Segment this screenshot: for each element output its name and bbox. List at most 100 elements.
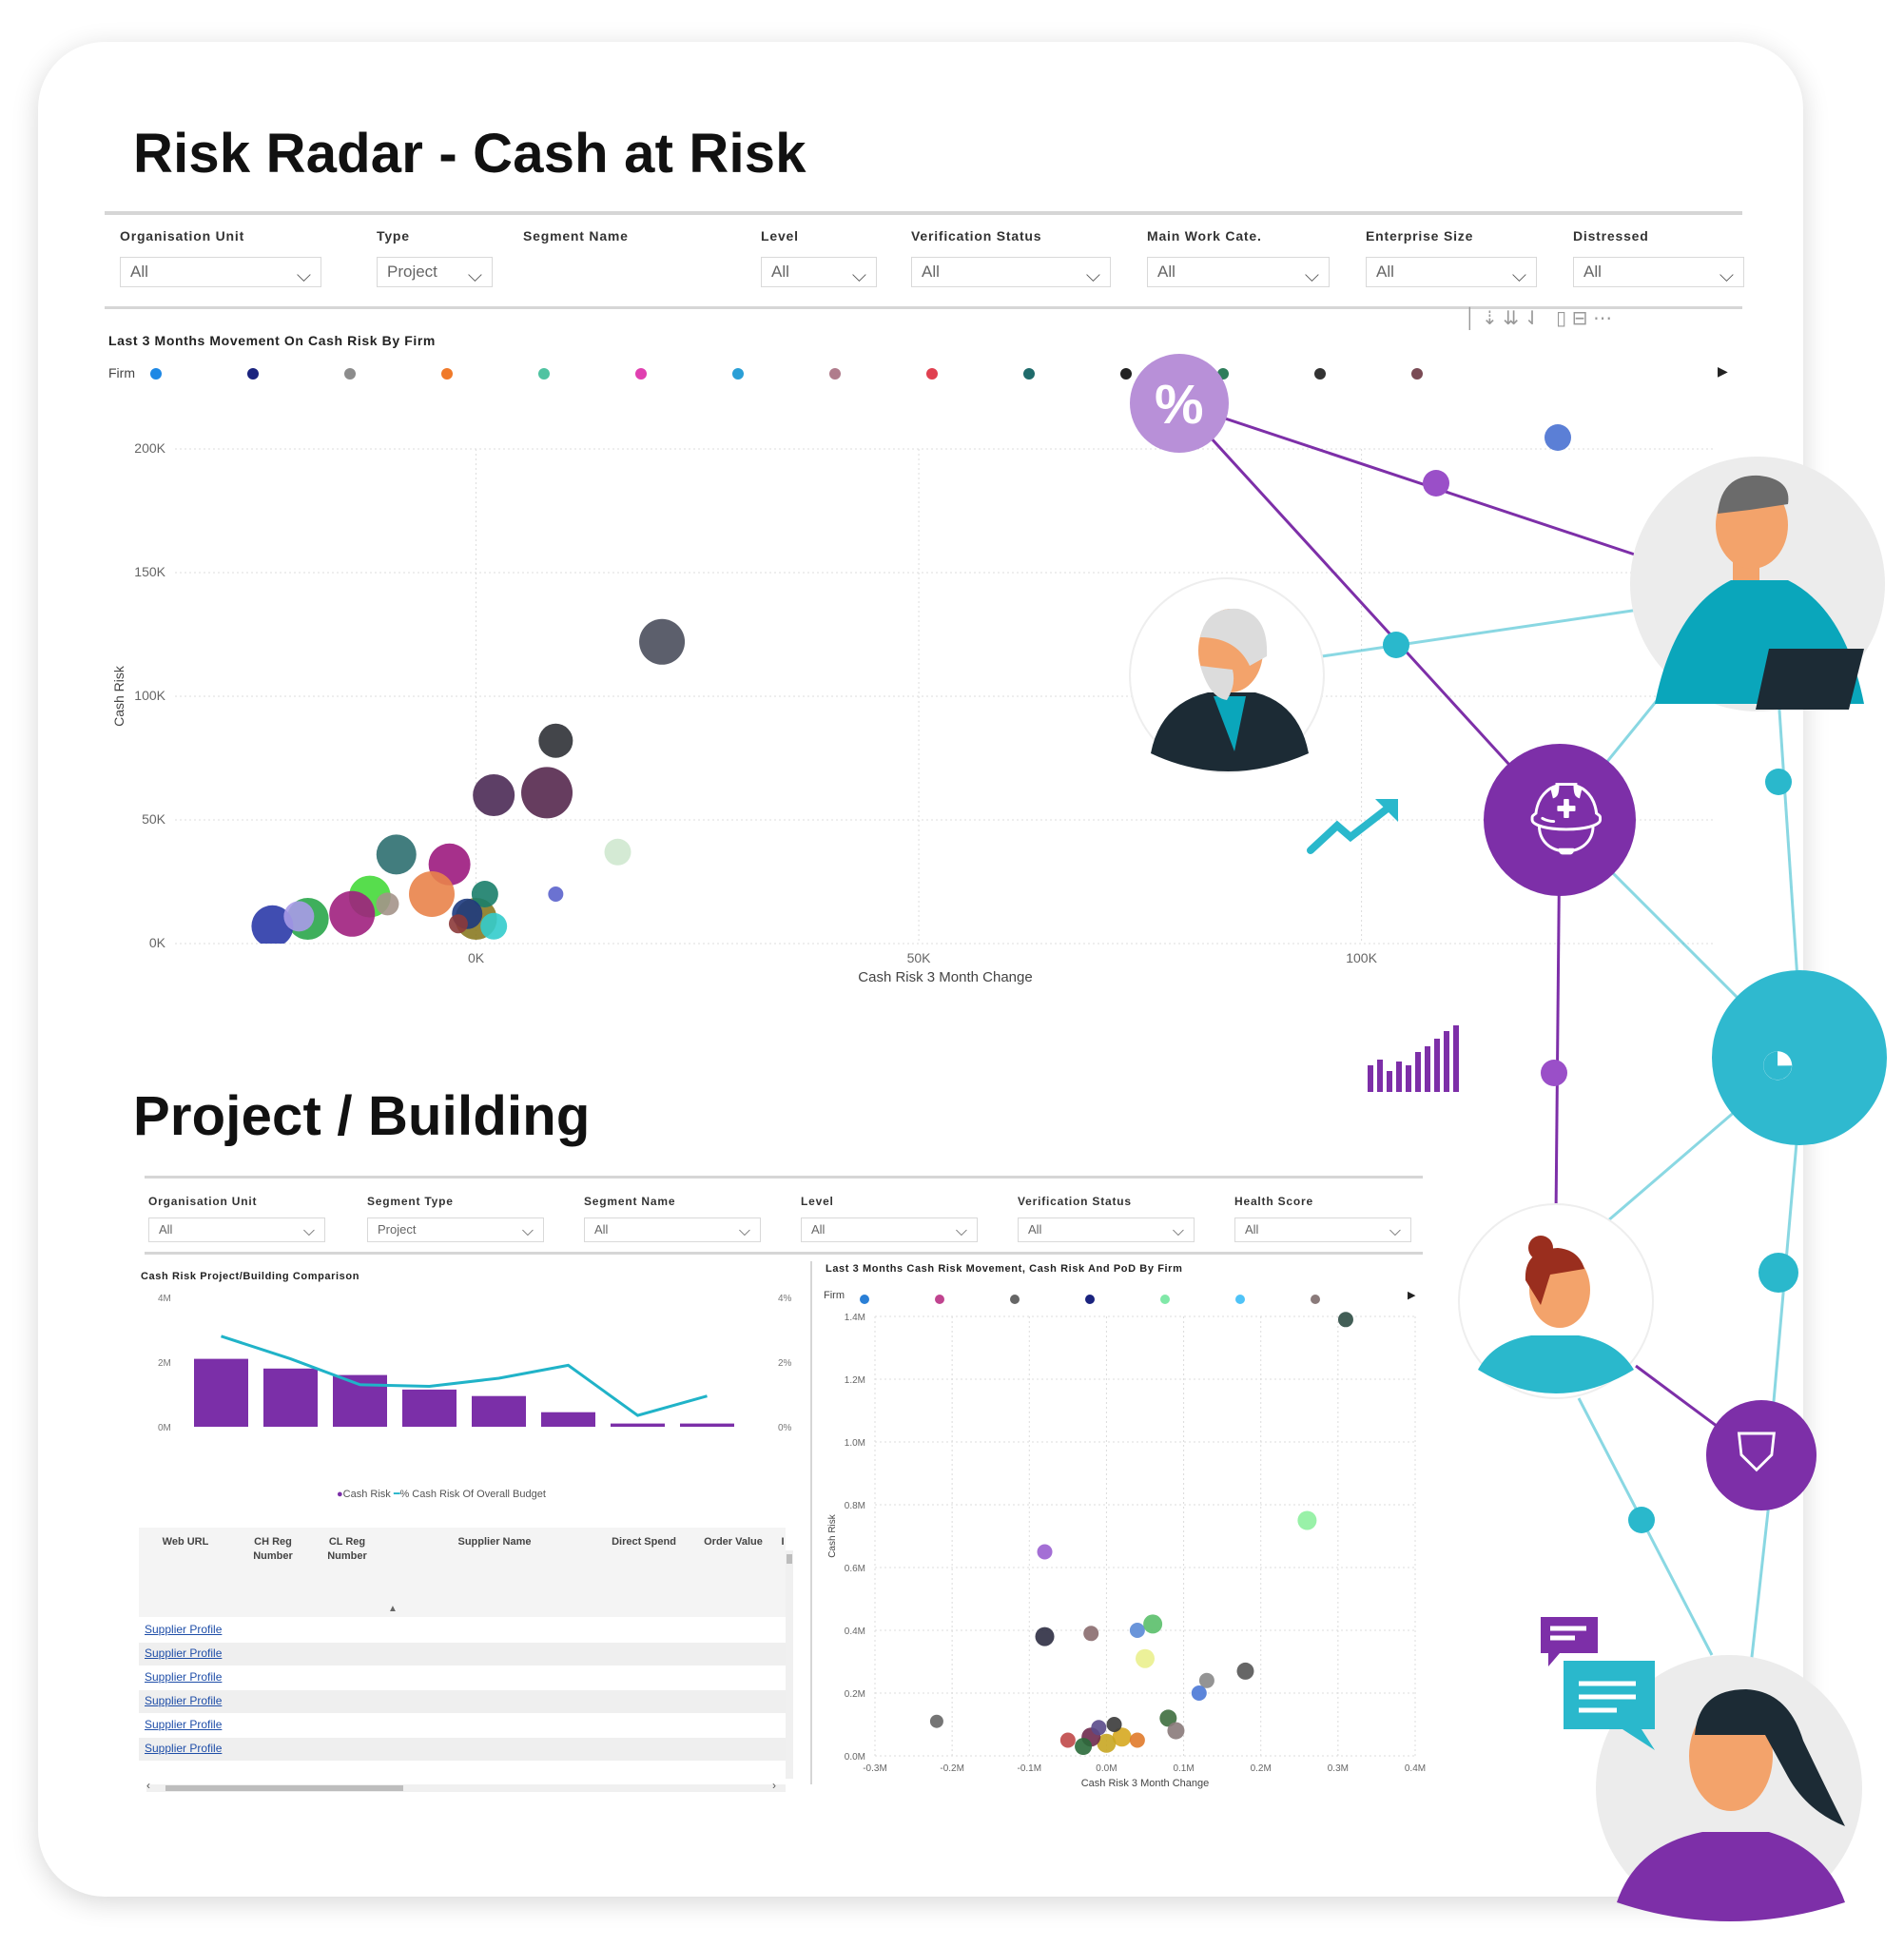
visual-toolbar[interactable]: │ ⇣ ⇊ ⇃ ▯ ⊟ ⋯ xyxy=(1465,308,1612,329)
legend-firm-dot[interactable] xyxy=(829,368,841,380)
scatter-point[interactable] xyxy=(480,912,508,940)
scatter-point[interactable] xyxy=(1337,1312,1353,1328)
legend-next-arrow[interactable]: ▶ xyxy=(1718,363,1728,379)
col-supplier-name[interactable]: Supplier Name xyxy=(457,1536,532,1548)
scatter-point[interactable] xyxy=(1129,1623,1145,1638)
legend-firm-dot[interactable] xyxy=(1085,1295,1095,1304)
scatter-point[interactable] xyxy=(329,890,376,937)
legend-firm-dot[interactable] xyxy=(935,1295,944,1304)
legend-firm-dot[interactable] xyxy=(1311,1295,1320,1304)
col-ch-reg[interactable]: CH Reg Number xyxy=(253,1536,293,1562)
scatter-point[interactable] xyxy=(1035,1627,1055,1646)
filter-dropdown[interactable]: All ⌵ xyxy=(148,1218,325,1242)
scatter-point[interactable] xyxy=(1129,1732,1145,1748)
col-order-value[interactable]: Order Value xyxy=(704,1536,763,1548)
scatter-point[interactable] xyxy=(1136,1648,1155,1668)
supplier-profile-link[interactable]: Supplier Profile xyxy=(145,1670,223,1684)
scatter-point[interactable] xyxy=(604,838,631,866)
supplier-profile-link[interactable]: Supplier Profile xyxy=(145,1742,223,1755)
bar[interactable] xyxy=(472,1395,526,1427)
filter-label: Verification Status xyxy=(911,228,1042,244)
scatter-point[interactable] xyxy=(251,905,294,947)
scatter-point[interactable] xyxy=(1083,1626,1099,1642)
legend-next-arrow[interactable]: ▶ xyxy=(1408,1290,1416,1301)
legend-firm-dot[interactable] xyxy=(538,368,550,380)
scatter-point[interactable] xyxy=(1075,1738,1093,1756)
bar[interactable] xyxy=(263,1368,318,1427)
scatter-point[interactable] xyxy=(376,892,399,916)
filter-enterprise-size: Enterprise Size All ⌵ xyxy=(1366,228,1537,287)
scatter-point[interactable] xyxy=(473,774,515,816)
filter-dropdown[interactable]: All ⌵ xyxy=(1147,257,1330,287)
supplier-profile-link[interactable]: Supplier Profile xyxy=(145,1694,223,1707)
supplier-profile-link[interactable]: Supplier Profile xyxy=(145,1646,223,1660)
scatter-point[interactable] xyxy=(521,767,573,819)
legend-firm-dot[interactable] xyxy=(247,368,259,380)
filter-dropdown[interactable]: All ⌵ xyxy=(1018,1218,1195,1242)
filter-dropdown[interactable]: All ⌵ xyxy=(584,1218,761,1242)
table-vertical-scrollbar[interactable] xyxy=(786,1550,793,1779)
supplier-profile-link[interactable]: Supplier Profile xyxy=(145,1623,223,1636)
scroll-left-icon[interactable]: ‹ xyxy=(146,1779,150,1792)
bar[interactable] xyxy=(680,1423,734,1427)
scatter-point[interactable] xyxy=(376,834,417,875)
supplier-profile-link[interactable]: Supplier Profile xyxy=(145,1718,223,1731)
scatter-point[interactable] xyxy=(1037,1544,1053,1560)
legend-firm-dot[interactable] xyxy=(732,368,744,380)
scatter-point[interactable] xyxy=(1059,1732,1076,1748)
col-web-url[interactable]: Web URL xyxy=(162,1536,209,1548)
scatter-point[interactable] xyxy=(1097,1733,1117,1753)
table-horizontal-scrollbar[interactable] xyxy=(146,1784,786,1792)
filter-dropdown[interactable]: Project ⌵ xyxy=(367,1218,544,1242)
filter-dropdown[interactable]: All ⌵ xyxy=(911,257,1111,287)
legend-firm-dot[interactable] xyxy=(1010,1295,1020,1304)
legend-firm-dot[interactable] xyxy=(1314,368,1326,380)
legend-firm-dot[interactable] xyxy=(441,368,453,380)
scatter-point[interactable] xyxy=(471,881,498,907)
legend-firm-dot[interactable] xyxy=(1411,368,1423,380)
scatter-point[interactable] xyxy=(548,886,564,902)
scroll-right-icon[interactable]: › xyxy=(772,1779,776,1792)
scatter-point[interactable] xyxy=(448,914,468,934)
scatter-point[interactable] xyxy=(1167,1722,1185,1740)
scatter-point[interactable] xyxy=(1198,1672,1214,1688)
legend-firm-dot[interactable] xyxy=(344,368,356,380)
col-more[interactable]: I xyxy=(781,1536,785,1548)
bar[interactable] xyxy=(402,1389,457,1427)
scatter-point[interactable] xyxy=(409,871,455,917)
scatter-point[interactable] xyxy=(538,723,573,758)
col-cl-reg[interactable]: CL Reg Number xyxy=(327,1536,367,1562)
sort-caret-icon[interactable]: ▲ xyxy=(388,1604,398,1614)
scatter-point[interactable] xyxy=(1191,1685,1207,1701)
legend-firm-dot[interactable] xyxy=(860,1295,869,1304)
filter-dropdown[interactable]: All ⌵ xyxy=(1573,257,1744,287)
col-direct-spend[interactable]: Direct Spend xyxy=(612,1536,676,1548)
legend-firm-dot[interactable] xyxy=(926,368,938,380)
legend-firm-dot[interactable] xyxy=(1235,1295,1245,1304)
legend-firm-dot[interactable] xyxy=(1160,1295,1170,1304)
scatter-point[interactable] xyxy=(1143,1614,1163,1634)
legend-firm-dot[interactable] xyxy=(150,368,162,380)
y-tick-label: 0.0M xyxy=(845,1752,865,1763)
scatter-point[interactable] xyxy=(1091,1720,1107,1736)
scatter-point[interactable] xyxy=(1112,1727,1132,1747)
filter-dropdown[interactable]: All ⌵ xyxy=(801,1218,978,1242)
scatter-point[interactable] xyxy=(1159,1709,1177,1727)
legend-firm-dot[interactable] xyxy=(1023,368,1035,380)
scatter-point[interactable] xyxy=(1236,1662,1254,1680)
legend-firm-dot[interactable] xyxy=(635,368,647,380)
bar[interactable] xyxy=(541,1412,595,1427)
legend-firm-dot[interactable] xyxy=(1120,368,1132,380)
filter-dropdown[interactable]: Project ⌵ xyxy=(377,257,493,287)
scatter-point[interactable] xyxy=(1297,1510,1317,1530)
filter-dropdown[interactable]: All ⌵ xyxy=(120,257,321,287)
bar[interactable] xyxy=(194,1358,248,1427)
scatter-point[interactable] xyxy=(639,618,686,665)
filter-dropdown[interactable]: All ⌵ xyxy=(1366,257,1537,287)
scatter-point[interactable] xyxy=(283,901,315,932)
bar[interactable] xyxy=(611,1423,665,1427)
filter-dropdown[interactable]: All ⌵ xyxy=(761,257,877,287)
filter-dropdown[interactable]: All ⌵ xyxy=(1234,1218,1411,1242)
scatter-point[interactable] xyxy=(929,1714,943,1728)
scatter-point[interactable] xyxy=(1106,1717,1122,1732)
